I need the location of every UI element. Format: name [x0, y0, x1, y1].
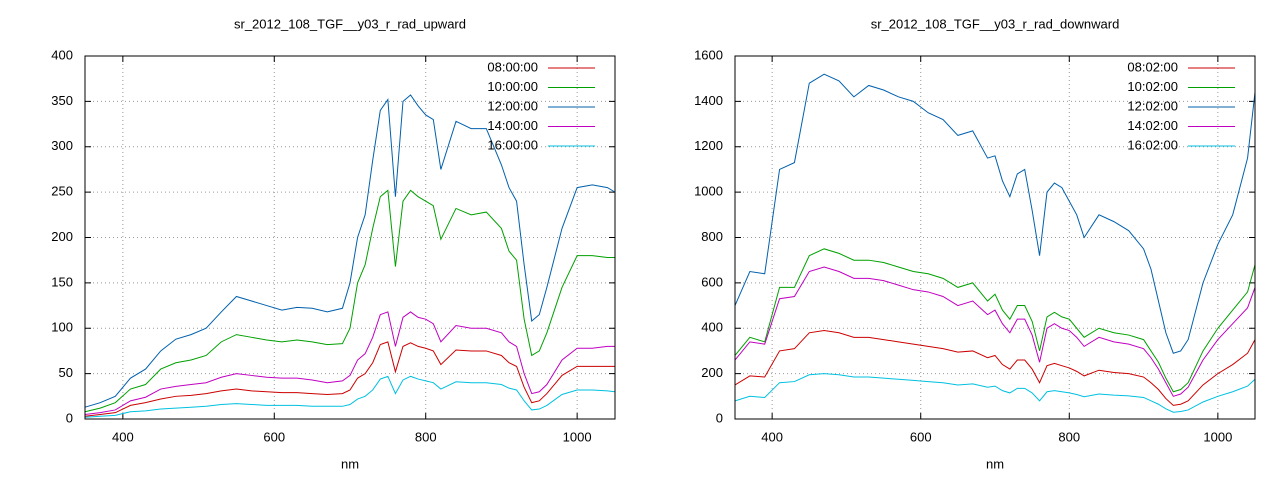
- chart-title: sr_2012_108_TGF__y03_r_rad_downward: [871, 16, 1120, 31]
- data-line: [84, 311, 615, 415]
- legend-label: 14:00:00: [487, 118, 538, 133]
- y-tick-label: 1600: [694, 47, 723, 62]
- x-axis-label: nm: [341, 456, 359, 471]
- x-tick-label: 400: [112, 429, 134, 444]
- data-line: [734, 266, 1256, 397]
- legend-label: 08:00:00: [487, 59, 538, 74]
- plot-frame: [734, 55, 1256, 420]
- chart-title: sr_2012_108_TGF__y03_r_rad_upward: [234, 16, 466, 31]
- legend-label: 10:02:00: [1127, 79, 1178, 94]
- plot-frame: [84, 55, 616, 420]
- y-tick-label: 800: [701, 229, 723, 244]
- y-tick-label: 600: [701, 274, 723, 289]
- y-tick-label: 0: [66, 410, 73, 425]
- y-tick-label: 300: [51, 138, 73, 153]
- y-tick-label: 400: [701, 320, 723, 335]
- data-line: [734, 373, 1256, 413]
- legend-label: 16:00:00: [487, 137, 538, 152]
- data-line: [84, 94, 616, 408]
- y-tick-label: 1000: [694, 184, 723, 199]
- y-tick-label: 0: [716, 410, 723, 425]
- y-tick-label: 250: [51, 184, 73, 199]
- legend-label: 12:00:00: [487, 98, 538, 113]
- y-tick-label: 400: [51, 47, 73, 62]
- y-tick-label: 200: [51, 229, 73, 244]
- x-tick-label: 800: [415, 429, 437, 444]
- y-tick-label: 50: [59, 365, 73, 380]
- y-tick-label: 1400: [694, 93, 723, 108]
- legend-label: 12:02:00: [1127, 98, 1178, 113]
- legend-label: 14:02:00: [1127, 118, 1178, 133]
- y-tick-label: 200: [701, 365, 723, 380]
- x-tick-label: 800: [1058, 429, 1080, 444]
- x-tick-label: 600: [263, 429, 285, 444]
- x-tick-label: 1000: [1203, 429, 1232, 444]
- x-tick-label: 1000: [563, 429, 592, 444]
- y-tick-label: 350: [51, 93, 73, 108]
- legend-label: 08:02:00: [1127, 59, 1178, 74]
- y-tick-label: 1200: [694, 138, 723, 153]
- x-axis-label: nm: [986, 456, 1004, 471]
- data-line: [734, 330, 1256, 406]
- data-line: [734, 248, 1256, 393]
- data-line: [84, 189, 615, 413]
- x-tick-label: 400: [761, 429, 783, 444]
- legend-label: 16:02:00: [1127, 137, 1178, 152]
- data-line: [84, 341, 615, 417]
- legend-label: 10:00:00: [487, 79, 538, 94]
- y-tick-label: 150: [51, 274, 73, 289]
- data-line: [734, 73, 1256, 354]
- y-tick-label: 100: [51, 320, 73, 335]
- data-line: [84, 375, 616, 418]
- x-tick-label: 600: [910, 429, 932, 444]
